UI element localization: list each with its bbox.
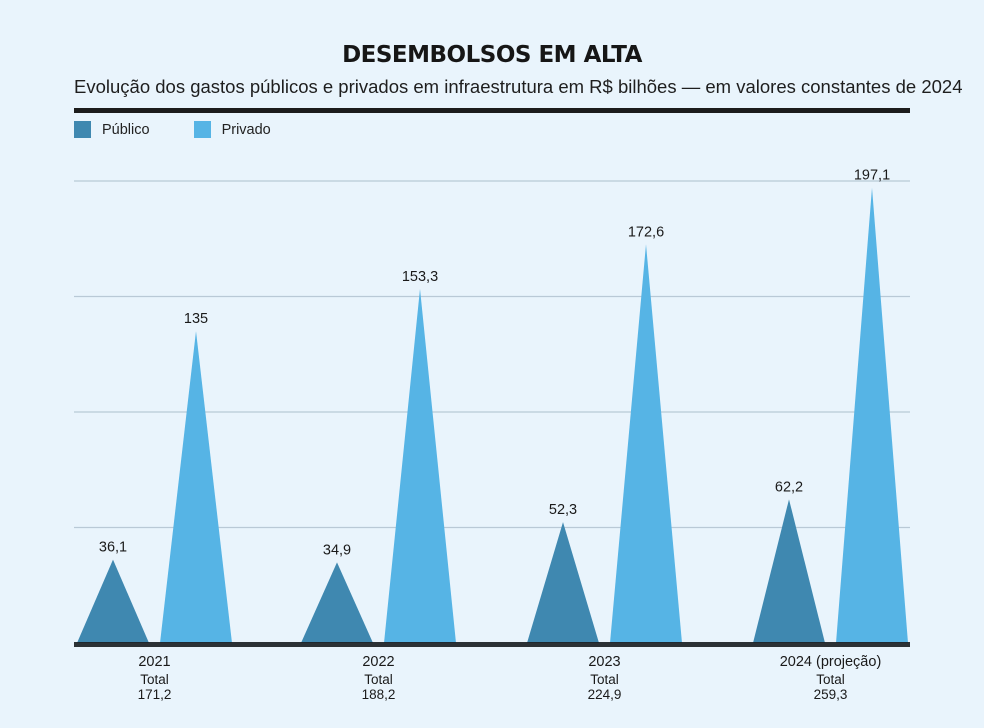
data-label-publico-2: 52,3 [549,502,577,518]
chart-title: DESEMBOLSOS EM ALTA [342,42,642,68]
triangle-publico-2 [527,522,599,643]
legend-swatch-publico [74,121,91,138]
data-label-publico-1: 34,9 [323,542,351,558]
x-axis-baseline [74,642,910,647]
triangle-privado-1 [384,288,456,643]
total-label-2: Total [590,672,619,687]
chart-subtitle: Evolução dos gastos públicos e privados … [74,76,963,97]
data-label-privado-3: 197,1 [854,168,890,184]
total-value-1: 188,2 [362,687,396,702]
category-label-1: 2022 [362,654,394,670]
triangle-publico-0 [77,559,149,643]
data-label-publico-3: 62,2 [775,479,803,495]
legend-label-publico: Público [102,121,150,138]
title-rule [74,108,910,113]
total-value-2: 224,9 [588,687,622,702]
legend-item-privado: Privado [193,121,271,138]
legend: Público Privado [74,121,315,138]
category-label-0: 2021 [138,654,170,670]
triangle-privado-0 [160,331,232,643]
triangle-publico-1 [301,562,373,643]
data-label-publico-0: 36,1 [99,540,127,556]
legend-item-publico: Público [74,121,150,138]
data-label-privado-0: 135 [184,311,208,327]
category-label-3: 2024 (projeção) [780,654,882,670]
total-label-3: Total [816,672,845,687]
triangle-publico-3 [753,499,825,643]
data-label-privado-1: 153,3 [402,269,438,285]
data-label-privado-2: 172,6 [628,224,664,240]
category-label-2: 2023 [588,654,620,670]
total-label-1: Total [364,672,393,687]
legend-swatch-privado [193,121,211,138]
triangle-privado-3 [836,187,908,643]
legend-label-privado: Privado [221,121,271,138]
triangle-privado-2 [610,244,682,643]
total-label-0: Total [140,672,169,687]
total-value-0: 171,2 [138,687,172,702]
total-value-3: 259,3 [814,687,848,702]
